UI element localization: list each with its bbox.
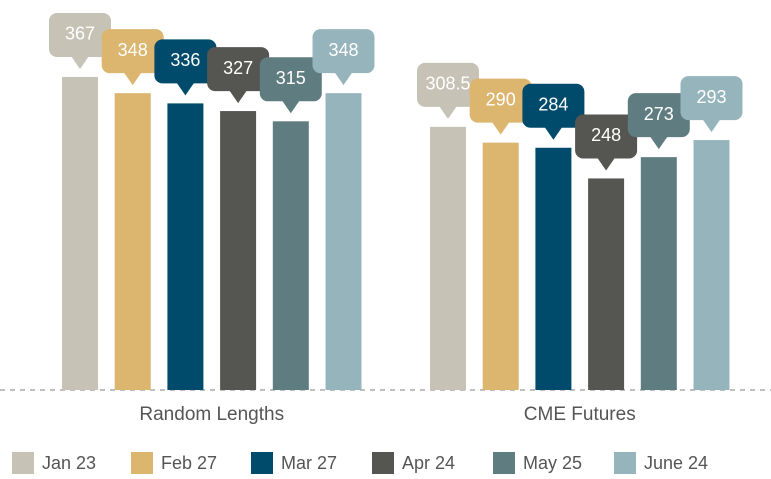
bar (482, 142, 519, 390)
legend-label: Jan 23 (42, 453, 96, 473)
bar (693, 140, 730, 390)
legend-swatch (131, 452, 153, 474)
callout-pointer (176, 82, 195, 96)
bar (325, 93, 362, 390)
callout-pointer (439, 105, 457, 119)
legend-label: Feb 27 (161, 453, 217, 473)
category-label: CME Futures (524, 404, 636, 425)
value-callout: 308.5 (417, 62, 479, 119)
callout-pointer (597, 157, 616, 171)
callout-pointer (649, 136, 668, 150)
value-callout: 348 (312, 29, 375, 86)
value-label: 336 (170, 50, 200, 70)
callout-pointer (123, 72, 142, 86)
value-label: 348 (118, 40, 148, 60)
value-label: 327 (223, 58, 253, 78)
value-callout: 367 (49, 12, 111, 69)
legend-swatch (251, 452, 273, 474)
bar (588, 178, 625, 390)
value-label: 248 (591, 125, 621, 145)
legend-swatch (614, 452, 636, 474)
value-label: 284 (538, 94, 568, 114)
callout-pointer (544, 126, 563, 140)
value-label: 367 (65, 24, 95, 44)
value-label: 290 (486, 89, 516, 109)
callout-pointer (229, 90, 248, 104)
value-callout: 273 (627, 93, 690, 150)
callout-box (680, 76, 743, 121)
value-label: 293 (696, 87, 726, 107)
legend-label: Apr 24 (402, 453, 455, 473)
callout-pointer (71, 55, 89, 69)
callout-pointer (281, 100, 300, 114)
legend-swatch (372, 452, 394, 474)
callout-box (522, 83, 585, 128)
callout-box (154, 39, 217, 84)
callout-box (575, 114, 638, 159)
value-label: 308.5 (425, 74, 470, 94)
value-callout: 290 (469, 78, 532, 135)
bar (640, 157, 677, 390)
value-label: 273 (644, 104, 674, 124)
callout-box (627, 93, 690, 138)
legend-label: Mar 27 (281, 453, 337, 473)
bar (167, 103, 204, 390)
callout-box (101, 29, 164, 74)
value-callout: 248 (575, 114, 638, 171)
legend-label: May 25 (523, 453, 582, 473)
callout-box (259, 57, 322, 102)
bar (272, 121, 309, 391)
bar (220, 111, 257, 390)
callout-box (469, 78, 532, 123)
callout-pointer (491, 121, 510, 135)
legend-swatch (12, 452, 34, 474)
value-label: 315 (276, 68, 306, 88)
callout-box (207, 47, 270, 92)
bar (535, 147, 572, 390)
value-callout: 284 (522, 83, 585, 140)
callout-box (49, 12, 111, 57)
bar (114, 93, 151, 390)
callout-box (417, 62, 479, 107)
value-callout: 348 (101, 29, 164, 86)
bar (62, 76, 98, 390)
value-callout: 327 (207, 47, 270, 104)
callout-pointer (702, 119, 721, 133)
value-callout: 293 (680, 76, 743, 133)
legend-label: June 24 (644, 453, 708, 473)
callout-box (312, 29, 375, 74)
value-callout: 315 (259, 57, 322, 114)
value-callout: 336 (154, 39, 217, 96)
bar (430, 126, 466, 391)
legend-swatch (493, 452, 515, 474)
value-label: 348 (328, 40, 358, 60)
callout-pointer (334, 72, 353, 86)
category-label: Random Lengths (139, 404, 284, 425)
